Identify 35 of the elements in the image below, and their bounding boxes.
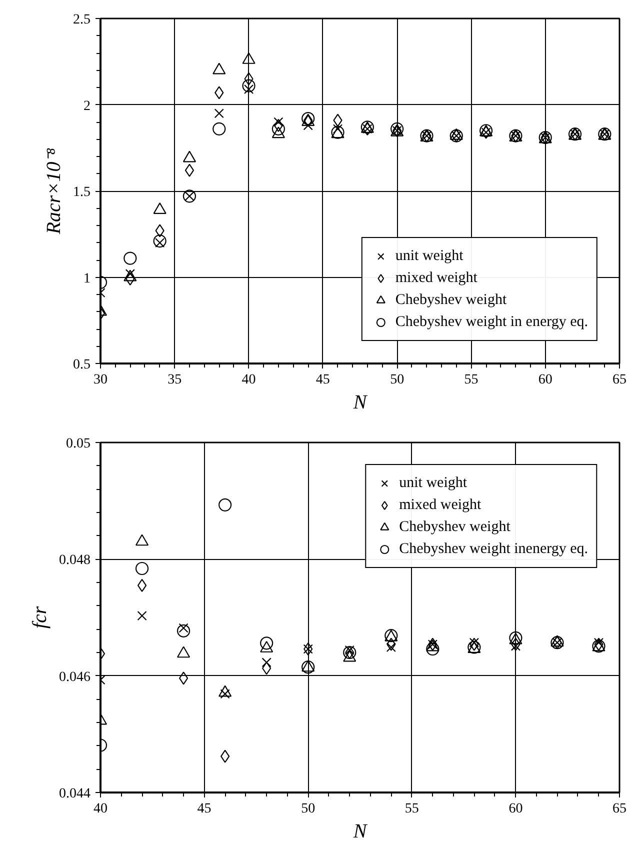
x-tick-label: 65: [612, 802, 626, 816]
y-tick-label: 0.048: [59, 553, 90, 568]
y-tick-label: 2.5: [73, 12, 90, 28]
x-tick-label: 55: [404, 802, 419, 816]
x-axis-title: N: [352, 820, 368, 842]
x-tick-label: 45: [197, 802, 212, 816]
x-tick-label: 50: [390, 372, 404, 388]
x-tick-label: 60: [538, 372, 552, 388]
y-axis-title: fcr: [29, 606, 51, 629]
x-axis-title: N: [352, 392, 368, 414]
x-tick-label: 60: [508, 802, 523, 816]
legend-label: Chebyshev weight inenergy eq.: [399, 540, 588, 558]
legend-label: Chebyshev weight: [399, 518, 510, 536]
legend-label: mixed weight: [395, 270, 478, 286]
x-tick-label: 65: [612, 372, 626, 388]
x-tick-label: 55: [464, 372, 478, 388]
x-tick-label: 30: [94, 372, 108, 388]
legend-label: unit weight: [399, 474, 468, 492]
legend-label: Chebyshev weight: [395, 292, 507, 308]
y-tick-label: 0.05: [66, 436, 90, 452]
y-axis-title: Racr×10⁻⁸: [43, 148, 65, 236]
y-tick-label: 0.5: [73, 358, 90, 372]
y-tick-label: 0.046: [59, 670, 90, 685]
y-tick-label: 0.044: [59, 786, 90, 802]
x-tick-label: 50: [301, 802, 316, 816]
legend-label: mixed weight: [399, 496, 482, 514]
y-tick-label: 2: [84, 98, 90, 114]
legend-label: unit weight: [395, 248, 464, 264]
y-tick-label: 1.5: [73, 185, 90, 200]
x-tick-label: 45: [316, 372, 330, 388]
legend-label: Chebyshev weight in energy eq.: [395, 314, 588, 330]
x-tick-label: 40: [94, 802, 108, 816]
y-tick-label: 1: [84, 271, 90, 286]
x-tick-label: 35: [168, 372, 182, 388]
x-tick-label: 40: [242, 372, 256, 388]
